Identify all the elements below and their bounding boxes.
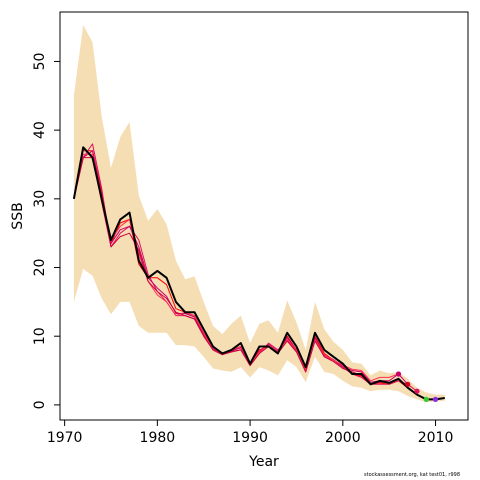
endpoint-layer: [395, 371, 439, 402]
x-tick-label: 2010: [418, 430, 454, 446]
y-tick-label: 50: [32, 53, 48, 71]
x-tick-label: 2000: [325, 430, 361, 446]
confidence-band: [73, 25, 445, 403]
retro-endpoint-point: [405, 381, 411, 387]
y-tick-label: 40: [32, 121, 48, 139]
x-tick-label: 1980: [140, 430, 176, 446]
y-axis-title: SSB: [10, 202, 26, 229]
y-tick-label: 30: [32, 190, 48, 208]
footer-credit: stockassessment.org, kat test01, r998: [364, 472, 460, 478]
series-line-main: [72, 146, 445, 401]
series-line-retro-3: [73, 150, 409, 385]
retro-endpoint-point: [432, 396, 439, 402]
x-tick-label: 1990: [232, 430, 268, 446]
y-tick-label: 0: [32, 400, 48, 409]
series-line-retro-5: [73, 157, 390, 385]
x-tick-label: 1970: [47, 430, 83, 446]
retro-endpoint-point: [423, 396, 429, 402]
x-axis: 1970 1980 1990 2000 2010: [47, 419, 454, 446]
retro-endpoint-point: [395, 371, 402, 377]
x-axis-title: Year: [248, 454, 279, 470]
y-axis: 0 10 20 30 40 50: [32, 53, 61, 409]
retro-endpoint-point: [414, 388, 420, 394]
series-layer: [72, 143, 445, 401]
y-tick-label: 10: [32, 327, 48, 345]
y-tick-label: 20: [32, 259, 48, 277]
